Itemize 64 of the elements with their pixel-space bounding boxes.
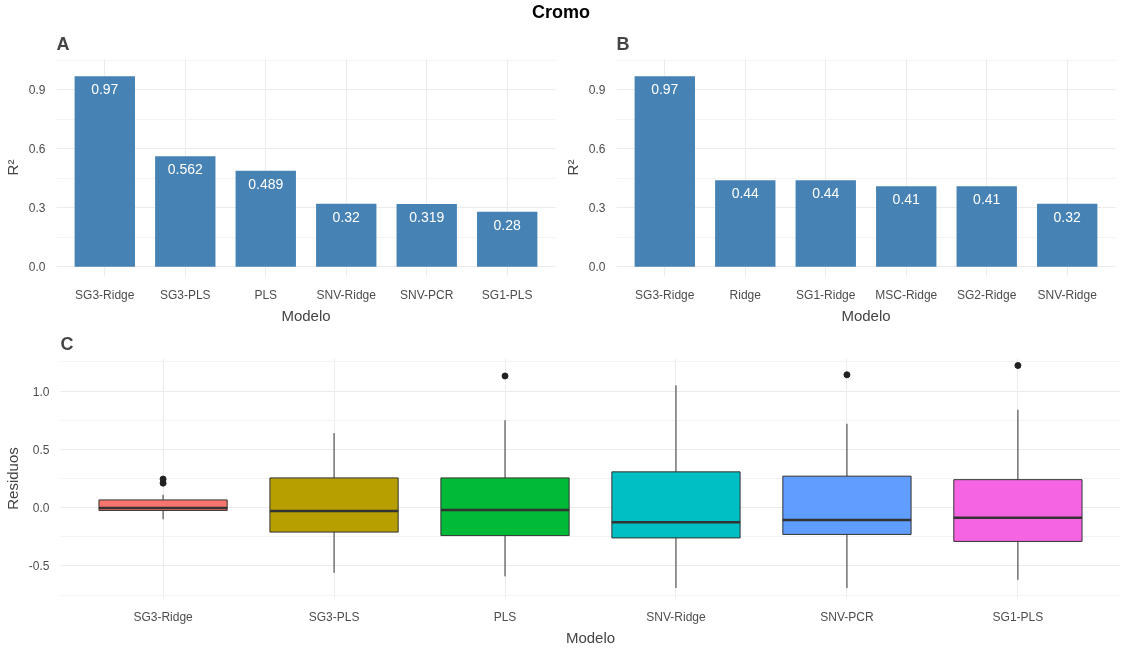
bar: [74, 76, 135, 267]
x-tick-label: SG1-PLS: [481, 287, 533, 302]
y-tick-label: 0.0: [28, 260, 46, 275]
y-axis-title: R²: [3, 159, 21, 176]
x-axis-title: Modelo: [841, 306, 891, 324]
y-tick-label: 0.5: [32, 442, 50, 457]
y-axis-title: R²: [563, 159, 581, 176]
data-label: 0.489: [248, 175, 284, 192]
data-label: 0.41: [973, 191, 1001, 208]
bar: [316, 203, 377, 267]
x-axis-title: Modelo: [281, 306, 331, 324]
y-tick-label: -0.5: [28, 559, 50, 574]
bar: [876, 186, 937, 267]
x-tick-label: SG3-Ridge: [133, 609, 194, 624]
x-tick-label: Ridge: [729, 287, 762, 302]
bar: [396, 204, 457, 267]
x-tick-label: SG1-Ridge: [796, 287, 856, 302]
y-tick-label: 0.6: [28, 142, 46, 157]
y-tick-label: 0.0: [32, 501, 50, 516]
text: B: [616, 33, 630, 54]
x-tick-label: PLS: [493, 609, 517, 624]
data-label: 0.32: [332, 208, 361, 225]
text: C: [60, 333, 74, 354]
y-tick-label: 0.0: [588, 260, 606, 275]
x-tick-label: SNV-PCR: [400, 287, 454, 302]
y-tick-label: 0.3: [28, 201, 46, 216]
x-tick-label: SNV-Ridge: [316, 287, 377, 302]
data-label: 0.97: [91, 81, 119, 98]
data-label: 0.41: [892, 191, 921, 208]
bar: [155, 156, 216, 267]
y-tick-label: 1.0: [32, 384, 50, 399]
data-label: 0.44: [812, 185, 840, 202]
data-label: 0.32: [1053, 208, 1082, 225]
x-tick-label: SG1-PLS: [992, 609, 1044, 624]
x-tick-label: SG3-PLS: [308, 609, 360, 624]
x-tick-label: MSC-Ridge: [875, 287, 938, 302]
x-tick-label: PLS: [254, 287, 278, 302]
data-label: 0.319: [409, 209, 445, 226]
bar: [1037, 203, 1098, 267]
x-tick-label: SG2-Ridge: [957, 287, 1017, 302]
y-tick-label: 0.3: [588, 201, 606, 216]
x-tick-label: SG3-PLS: [159, 287, 211, 302]
text: A: [56, 33, 70, 54]
x-axis-title: Modelo: [565, 628, 616, 646]
x-tick-label: SNV-Ridge: [1037, 287, 1098, 302]
x-tick-label: SNV-Ridge: [646, 609, 706, 624]
chart-title: Cromo: [532, 1, 590, 24]
y-tick-label: 0.6: [588, 142, 606, 157]
x-tick-label: SG3-Ridge: [75, 287, 135, 302]
data-label: 0.562: [167, 161, 204, 178]
x-tick-label: SG3-Ridge: [635, 287, 695, 302]
x-tick-label: SNV-PCR: [820, 609, 874, 624]
data-label: 0.44: [731, 185, 760, 202]
y-tick-label: 0.9: [28, 83, 46, 98]
bar: [956, 186, 1017, 267]
bar: [634, 76, 695, 267]
data-label: 0.97: [651, 81, 679, 98]
bar: [715, 180, 776, 267]
bar: [235, 170, 296, 267]
bar: [477, 211, 538, 267]
y-axis-title: Residuos: [3, 447, 21, 510]
y-tick-label: 0.9: [588, 83, 606, 98]
data-label: 0.28: [493, 216, 522, 233]
bar: [795, 180, 856, 267]
